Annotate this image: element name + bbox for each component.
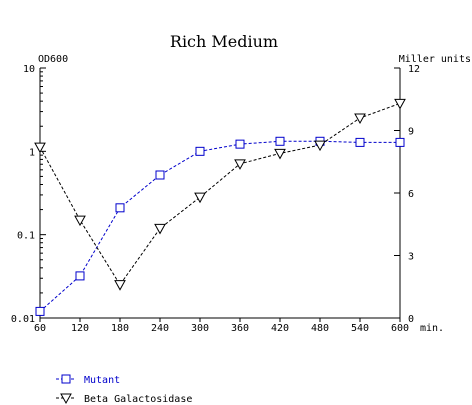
series-layer: [34, 98, 406, 316]
data-point-beta-galactosidase: [234, 159, 246, 170]
x-tick-label: 420: [271, 323, 289, 334]
data-point-beta-galactosidase: [274, 148, 286, 160]
legend-label-mutant: Mutant: [84, 375, 120, 386]
x-tick-label: 540: [351, 323, 369, 334]
right-axis-label: Miller units: [399, 54, 471, 65]
data-point-mutant: [235, 139, 245, 149]
legend-marker-beta-galactosidase: [60, 393, 72, 405]
right-tick-label: 0: [408, 314, 414, 325]
x-tick-label: 360: [231, 323, 249, 334]
left-axis-label: OD600: [38, 54, 68, 65]
data-point-mutant: [195, 146, 205, 156]
left-tick-label: 0.1: [17, 231, 35, 242]
right-tick-label: 6: [408, 189, 414, 200]
series-line-beta-galactosidase: [39, 102, 401, 286]
data-point-beta-galactosidase: [354, 113, 366, 125]
left-tick-label: 0.01: [11, 314, 35, 325]
data-point-mutant: [355, 137, 365, 147]
x-tick-label: 300: [191, 323, 209, 334]
data-point-beta-galactosidase: [34, 142, 46, 154]
data-point-beta-galactosidase: [114, 280, 126, 291]
x-tick-label: 480: [311, 323, 329, 334]
chart-title: Rich Medium: [170, 32, 278, 51]
data-point-beta-galactosidase: [74, 215, 86, 227]
left-tick-label: 1: [29, 147, 35, 158]
legend: Mutant Beta Galactosidase: [56, 374, 192, 405]
right-tick-label: 3: [408, 252, 414, 263]
x-axis-unit: min.: [420, 323, 444, 334]
x-tick-label: 60: [34, 323, 46, 334]
data-point-mutant: [35, 306, 45, 316]
x-tick-label: 600: [391, 323, 409, 334]
ticks-layer: 60 120 180 240 300 360 420 480 540 600 0.01 0.1 1 10 0…: [11, 64, 420, 334]
right-tick-label: 12: [408, 64, 420, 75]
x-tick-label: 240: [151, 323, 169, 334]
data-point-mutant: [395, 137, 405, 147]
x-tick-label: 180: [111, 323, 129, 334]
x-tick-label: 120: [71, 323, 89, 334]
data-point-beta-galactosidase: [194, 192, 206, 204]
legend-label-beta-galactosidase: Beta Galactosidase: [84, 394, 192, 405]
series-line-mutant: [39, 140, 400, 312]
data-point-mutant: [75, 271, 85, 281]
data-point-beta-galactosidase: [394, 98, 406, 110]
data-point-mutant: [275, 136, 285, 146]
data-point-beta-galactosidase: [154, 223, 166, 235]
legend-marker-mutant: [61, 374, 71, 384]
right-tick-label: 9: [408, 127, 414, 138]
data-point-mutant: [115, 203, 125, 213]
left-tick-label: 10: [23, 64, 35, 75]
data-point-mutant: [155, 170, 165, 180]
data-point-beta-galactosidase: [314, 140, 326, 152]
